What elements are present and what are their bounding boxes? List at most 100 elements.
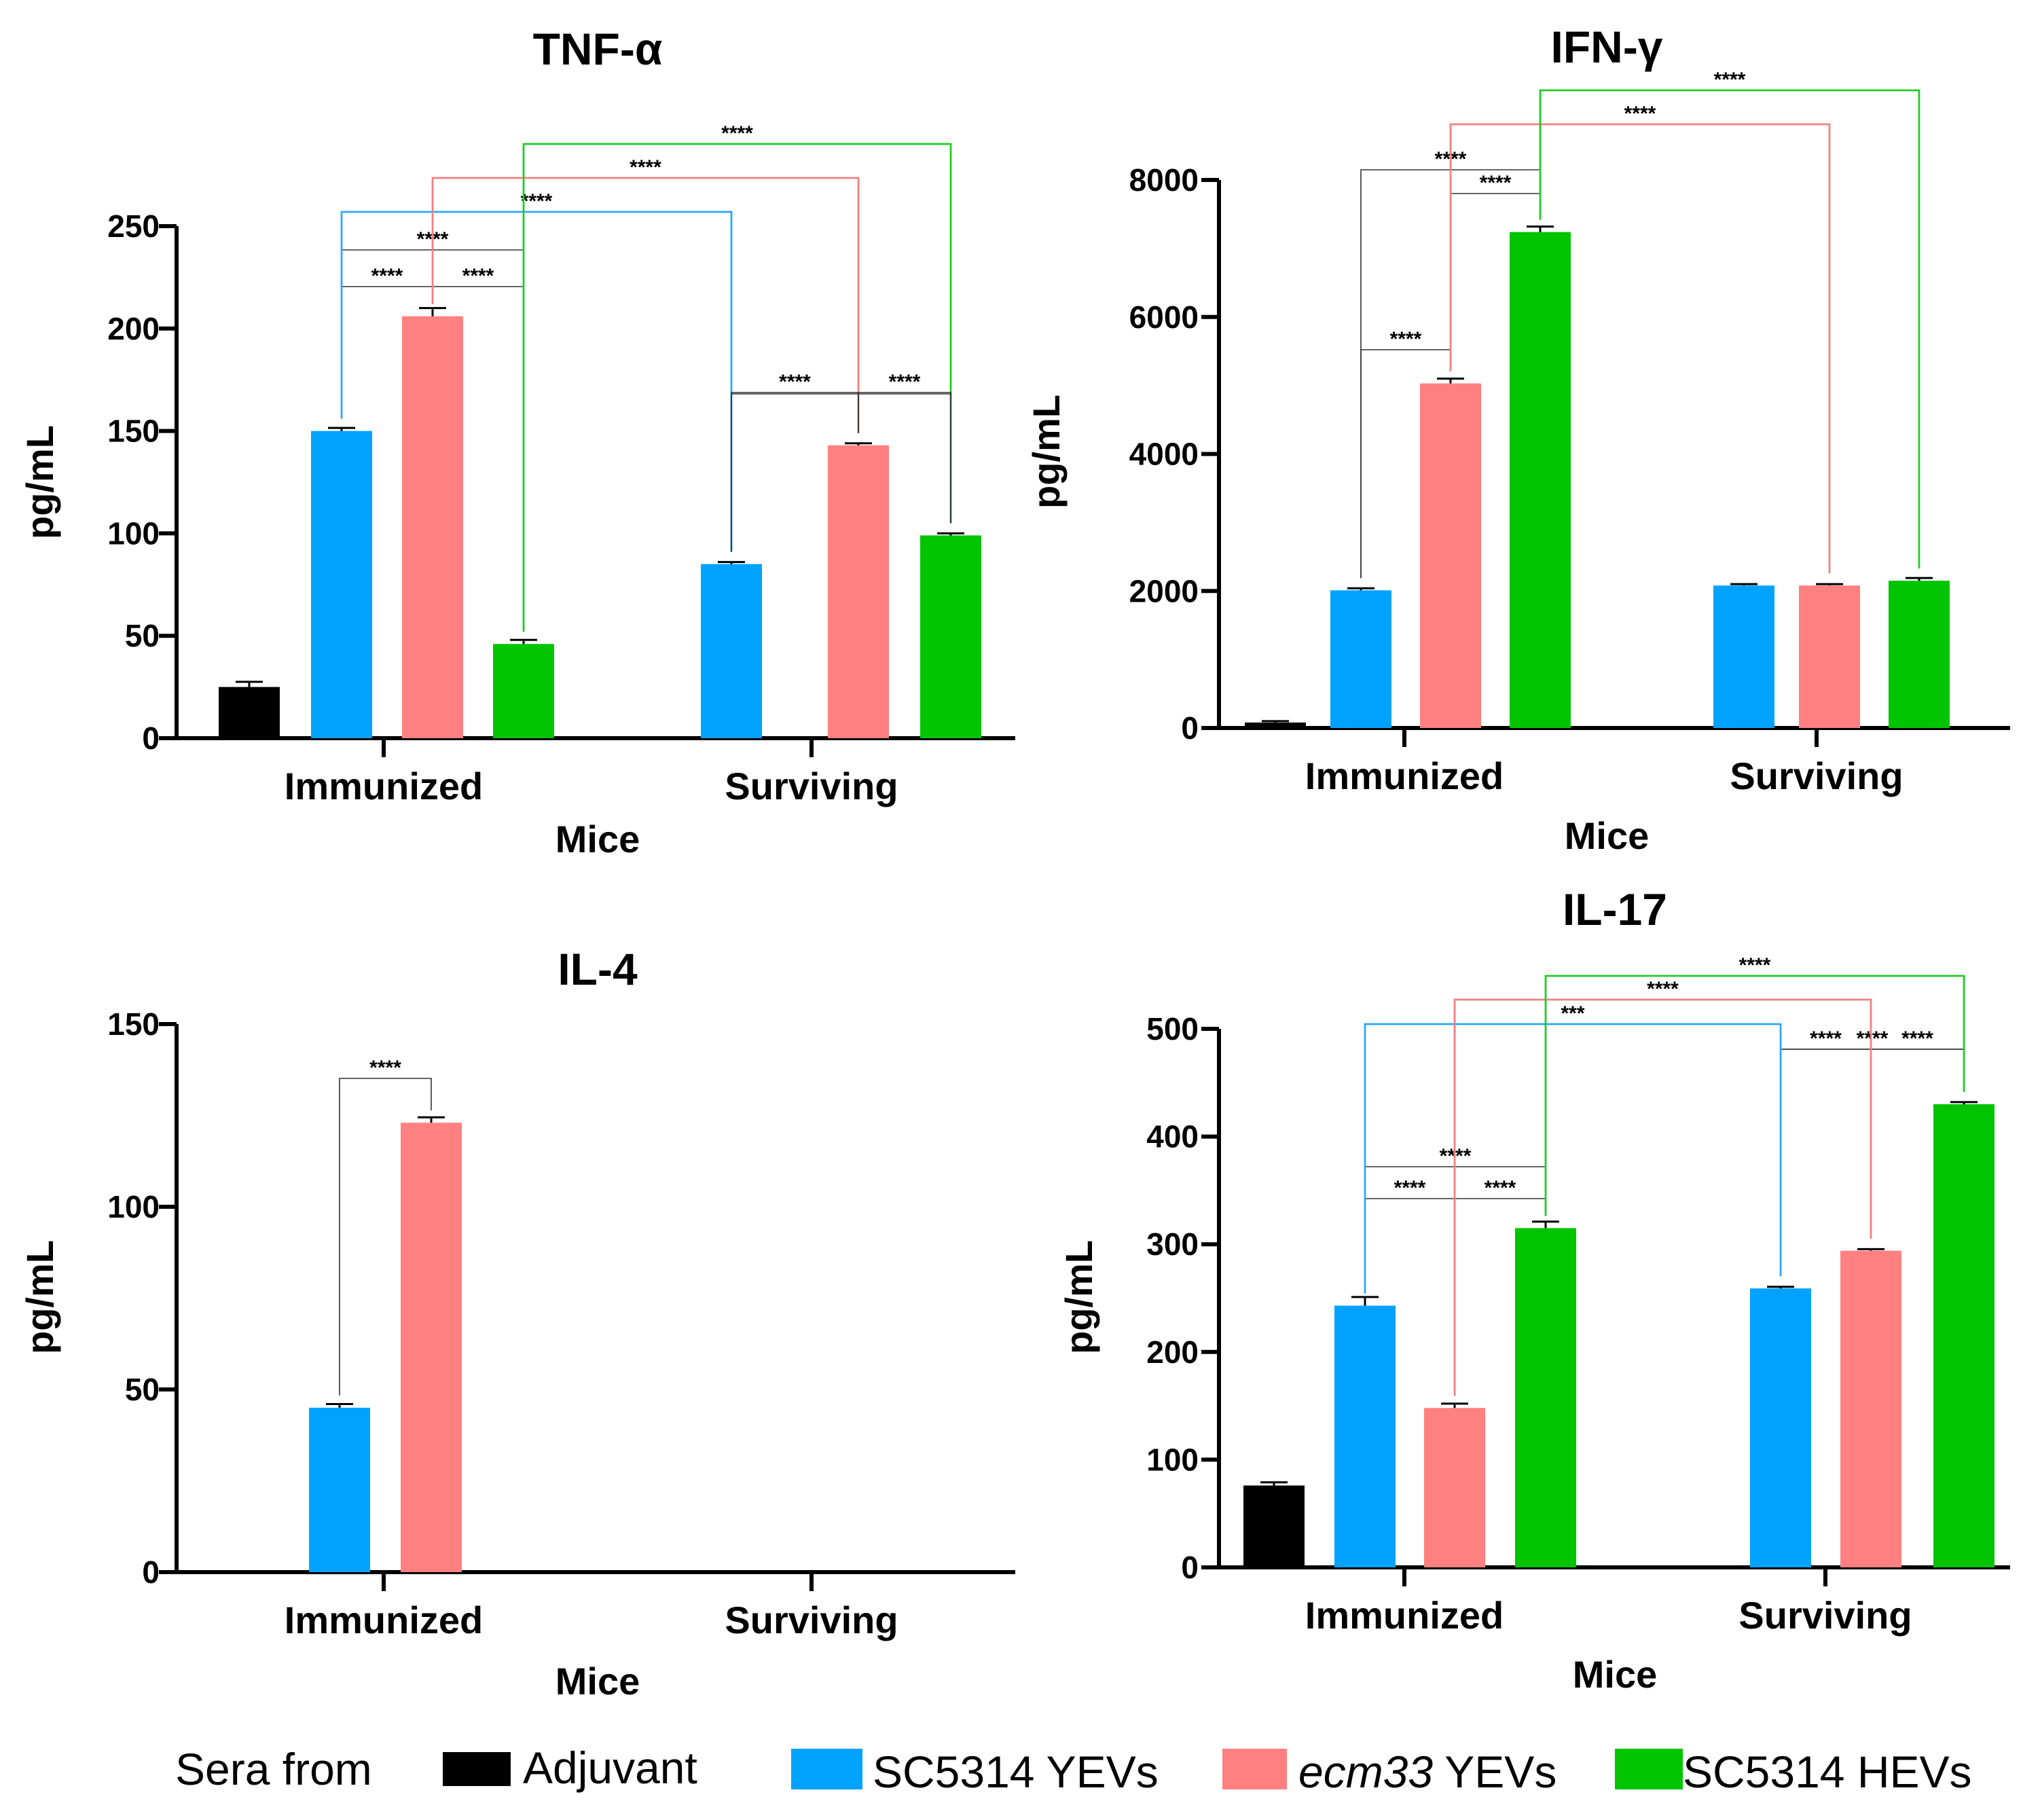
significance-bracket-black — [1780, 1049, 1872, 1277]
panel-il-17: IL-17 0 100 200 300 400 500 pg/mL Immunized Survi… — [1057, 884, 2010, 1696]
bar-immunized-sc5314-yevs — [311, 431, 372, 738]
significance-label: **** — [1394, 1177, 1426, 1199]
bar-immunized-adjuvant — [1245, 722, 1306, 728]
x-tick-label-surviving: Surviving — [1730, 754, 1903, 797]
legend-swatch-sc5314-yevs — [791, 1749, 862, 1789]
legend-title: Sera from — [175, 1744, 372, 1794]
legend-label-ecm33-rest: YEVs — [1433, 1747, 1556, 1797]
chart-title: IFN-γ — [1551, 22, 1663, 72]
bar-immunized-ecm33-yevs — [401, 1123, 462, 1572]
legend-label-ecm33-yevs: ecm33 YEVs — [1298, 1747, 1556, 1797]
significance-bracket-black — [731, 393, 951, 552]
significance-label: **** — [889, 371, 921, 393]
significance-label: **** — [1714, 69, 1746, 91]
bar-surviving-sc5314-hevs — [920, 535, 981, 738]
significance-label: **** — [1901, 1027, 1933, 1050]
bar-surviving-sc5314-yevs — [1713, 585, 1774, 728]
significance-label: *** — [1561, 1002, 1584, 1025]
y-tick-label: 150 — [107, 414, 160, 449]
significance-label: **** — [1739, 954, 1771, 977]
bar-immunized-adjuvant — [219, 687, 280, 738]
legend-label-ecm33-italic: ecm33 — [1298, 1747, 1433, 1797]
significance-label: **** — [1485, 1177, 1516, 1199]
significance-label: **** — [1810, 1027, 1842, 1050]
legend-swatch-adjuvant — [443, 1752, 511, 1786]
chart-title: IL-17 — [1563, 884, 1667, 934]
chart-title: TNF-α — [533, 24, 663, 74]
y-tick-label: 500 — [1146, 1011, 1199, 1046]
y-tick-label: 100 — [107, 515, 160, 551]
bar-immunized-sc5314-hevs — [493, 644, 554, 738]
y-tick-label: 8000 — [1129, 162, 1199, 198]
significance-label: **** — [1480, 172, 1512, 194]
y-tick-label: 6000 — [1129, 299, 1199, 335]
x-tick-label-immunized: Immunized — [285, 1599, 483, 1641]
y-tick-label: 0 — [142, 721, 160, 756]
significance-label: **** — [779, 371, 811, 393]
y-tick-label: 50 — [125, 1372, 160, 1407]
significance-bracket-green — [1544, 975, 1965, 1216]
panel-il-4: IL-4 0 50 100 150 pg/mL Immunized Surviving Mice… — [18, 944, 1015, 1703]
x-axis-label: Mice — [1565, 814, 1650, 857]
significance-label: **** — [721, 122, 753, 145]
x-axis-label: Mice — [1573, 1653, 1658, 1696]
bar-immunized-ecm33-yevs — [1424, 1408, 1485, 1567]
y-axis-label: pg/mL — [1025, 395, 1068, 509]
y-tick-label: 150 — [107, 1006, 160, 1042]
bar-immunized-sc5314-hevs — [1515, 1228, 1576, 1567]
x-tick-label-immunized: Immunized — [285, 765, 483, 807]
y-tick-label: 0 — [142, 1554, 160, 1590]
bar-surviving-sc5314-hevs — [1889, 581, 1950, 728]
legend-label-adjuvant: Adjuvant — [523, 1743, 697, 1793]
bar-surviving-sc5314-yevs — [701, 564, 762, 738]
bar-immunized-ecm33-yevs — [1420, 383, 1481, 728]
bar-surviving-ecm33-yevs — [1840, 1250, 1901, 1567]
significance-bracket-pink — [431, 177, 860, 433]
significance-label: **** — [1647, 978, 1679, 1000]
x-axis-label: Mice — [555, 1660, 640, 1703]
y-tick-label: 4000 — [1129, 437, 1199, 472]
y-tick-label: 400 — [1146, 1119, 1199, 1154]
y-tick-label: 250 — [107, 208, 160, 244]
x-tick-label-surviving: Surviving — [725, 1599, 898, 1641]
x-tick-label-immunized: Immunized — [1305, 754, 1504, 797]
chart-title: IL-4 — [558, 944, 638, 994]
significance-bracket-green — [522, 143, 952, 632]
y-tick-label: 300 — [1146, 1226, 1199, 1262]
legend: Sera from Adjuvant SC5314 YEVs ecm33 YEV… — [175, 1743, 1972, 1797]
x-tick-label-surviving: Surviving — [725, 765, 898, 807]
significance-label: **** — [521, 190, 553, 213]
significance-label: **** — [371, 265, 403, 287]
significance-label: **** — [1624, 103, 1656, 125]
bar-surviving-ecm33-yevs — [828, 445, 889, 738]
significance-label: **** — [369, 1057, 401, 1079]
significance-bracket-blue — [340, 211, 733, 552]
significance-label: **** — [462, 265, 494, 287]
y-tick-label: 200 — [1146, 1334, 1199, 1370]
legend-label-sc5314-yevs: SC5314 YEVs — [873, 1747, 1159, 1797]
bar-surviving-sc5314-hevs — [1933, 1104, 1995, 1567]
bar-immunized-sc5314-yevs — [1334, 1305, 1396, 1567]
legend-label-sc5314-hevs: SC5314 HEVs — [1683, 1747, 1972, 1797]
significance-bracket-blue — [1364, 1023, 1782, 1294]
bar-immunized-sc5314-hevs — [1510, 232, 1571, 728]
bar-immunized-adjuvant — [1243, 1485, 1305, 1567]
significance-bracket-pink — [1453, 998, 1872, 1396]
x-tick-label-immunized: Immunized — [1305, 1594, 1504, 1637]
bar-surviving-ecm33-yevs — [1799, 585, 1860, 728]
significance-bracket-green — [1539, 89, 1920, 569]
legend-swatch-ecm33-yevs — [1222, 1749, 1287, 1789]
bar-immunized-sc5314-yevs — [1330, 590, 1391, 728]
y-tick-label: 100 — [1146, 1442, 1199, 1477]
bar-immunized-sc5314-yevs — [309, 1407, 370, 1572]
legend-swatch-sc5314-hevs — [1615, 1749, 1683, 1789]
significance-label: **** — [1857, 1027, 1889, 1050]
y-tick-label: 100 — [107, 1189, 160, 1224]
bar-immunized-ecm33-yevs — [402, 316, 463, 739]
panel-ifn-gamma: IFN-γ 0 2000 4000 6000 8000 pg/mL Immunized Surv… — [1025, 22, 2010, 857]
y-tick-label: 50 — [125, 618, 160, 653]
x-axis-label: Mice — [555, 818, 640, 860]
y-axis-label: pg/mL — [1057, 1240, 1100, 1354]
y-tick-label: 0 — [1181, 1550, 1199, 1585]
